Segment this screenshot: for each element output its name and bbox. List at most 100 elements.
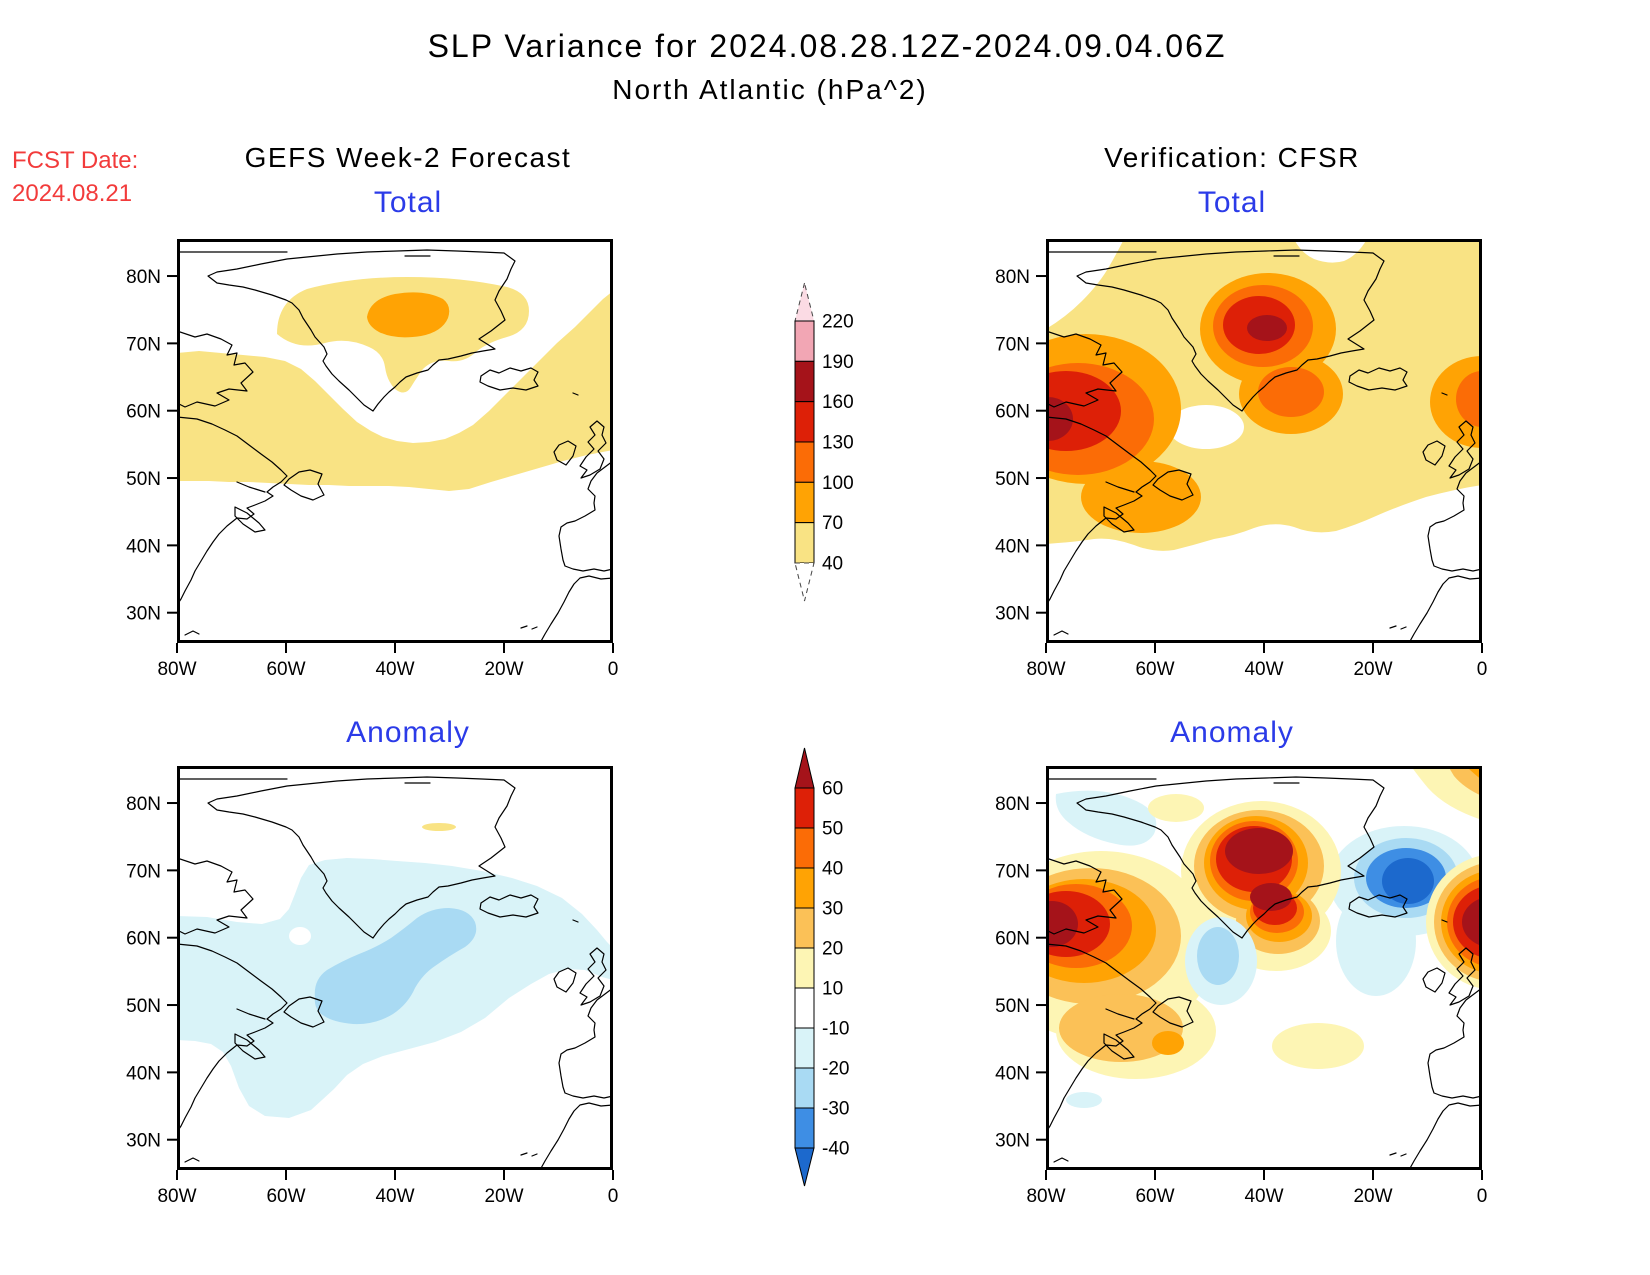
map-svg-gefs_anomaly: 80N 70N 60N 50N 40N 30N 80W 60W 40W 20W 0 <box>126 766 618 1207</box>
colorbar-segment <box>794 787 815 829</box>
colorbar-segment <box>794 320 815 362</box>
coastline <box>479 894 539 918</box>
colorbar-label: -30 <box>822 1099 849 1120</box>
lon-tick-label: 40W <box>375 659 414 680</box>
coastline <box>539 1102 613 1170</box>
lon-tick-label: 60W <box>1135 1186 1174 1207</box>
map-panel-cfsr-anomaly: 80N 70N 60N 50N 40N 30N 80W 60W 40W 20W 0 <box>995 766 1487 1207</box>
lat-tick-label: 30N <box>126 604 161 625</box>
panel-subtitle-gefs-anomaly: Anomaly <box>346 716 470 749</box>
lat-tick-label: 70N <box>995 861 1030 882</box>
contour-fills <box>177 776 613 1170</box>
coastline <box>1103 506 1135 533</box>
colorbar-label: 130 <box>822 432 854 453</box>
coastline <box>207 776 516 939</box>
coastline <box>1046 416 1157 606</box>
colorbar-svg-anomaly: 60 50 40 30 20 10 -10 -20 -30 -40 <box>794 747 849 1187</box>
colorbar-segment <box>794 907 815 949</box>
colorbar-label: 160 <box>822 392 854 413</box>
coastline <box>1076 249 1385 412</box>
lat-tick-label: 80N <box>995 794 1030 815</box>
lon-tick-label: 20W <box>484 1186 523 1207</box>
colorbar-label: 30 <box>822 899 843 920</box>
panel-subtitle-cfsr-total: Total <box>1197 186 1267 219</box>
colorbar-label: 60 <box>822 779 843 800</box>
coastline <box>572 919 579 923</box>
coastline <box>1389 625 1407 630</box>
coastline <box>184 1157 200 1163</box>
coastline <box>1105 1008 1135 1020</box>
colorbar-label: 50 <box>822 819 843 840</box>
coastline <box>1389 1152 1407 1157</box>
lat-tick-label: 70N <box>995 334 1030 355</box>
colorbar-segment <box>794 481 815 524</box>
coastline <box>553 967 577 993</box>
forecast-date-label: FCST Date: <box>12 147 139 174</box>
column-header-forecast: GEFS Week-2 Forecast <box>244 142 572 173</box>
coastline <box>283 469 325 501</box>
colorbar-label: 220 <box>822 311 854 332</box>
lat-tick-label: 60N <box>995 402 1030 423</box>
coastline <box>1422 967 1446 993</box>
lon-tick-label: 0 <box>608 1186 619 1207</box>
lat-tick-label: 80N <box>126 794 161 815</box>
coastline <box>1408 1102 1482 1170</box>
colorbar-segment <box>794 401 815 443</box>
coastline <box>1441 919 1448 923</box>
colorbar-segment <box>794 1067 815 1109</box>
map-frame <box>177 766 613 1170</box>
lon-tick-label: 80W <box>1026 659 1065 680</box>
lat-tick-label: 70N <box>126 334 161 355</box>
coastline <box>1422 440 1446 466</box>
figure-subtitle: North Atlantic (hPa^2) <box>612 74 928 105</box>
lat-tick-label: 80N <box>995 267 1030 288</box>
colorbar-label: 100 <box>822 473 854 494</box>
colorbar-svg-total: 220 190 160 130 100 70 40 <box>794 282 854 602</box>
lon-tick-label: 80W <box>157 659 196 680</box>
lat-tick-label: 30N <box>995 1131 1030 1152</box>
map-panel-gefs-anomaly: 80N 70N 60N 50N 40N 30N 80W 60W 40W 20W 0 <box>126 766 618 1207</box>
lat-tick-label: 30N <box>126 1131 161 1152</box>
lat-tick-label: 40N <box>995 1063 1030 1084</box>
coastline <box>1348 367 1408 391</box>
lat-tick-label: 60N <box>995 929 1030 950</box>
colorbar-label: 40 <box>822 553 843 574</box>
colorbar-label: 40 <box>822 859 843 880</box>
coastline <box>539 575 613 643</box>
lat-tick-label: 30N <box>995 604 1030 625</box>
colorbar-extend-above <box>794 747 815 789</box>
colorbar-extend-above <box>794 282 815 322</box>
colorbar-segment <box>794 1107 815 1149</box>
map-svg-cfsr_total: 80N 70N 60N 50N 40N 30N 80W 60W 40W 20W 0 <box>995 239 1487 680</box>
lon-tick-label: 60W <box>266 1186 305 1207</box>
contour-fills <box>1046 239 1482 643</box>
lon-tick-label: 40W <box>1244 1186 1283 1207</box>
colorbar-segment <box>794 867 815 909</box>
coastline <box>1448 947 1476 1006</box>
lon-tick-label: 20W <box>1353 659 1392 680</box>
lat-tick-label: 80N <box>126 267 161 288</box>
coastline <box>1105 481 1135 493</box>
map-frame <box>177 239 613 643</box>
coastline <box>283 996 325 1028</box>
coastline <box>1152 469 1194 501</box>
coastline <box>1076 776 1385 939</box>
map-svg-gefs_total: 80N 70N 60N 50N 40N 30N 80W 60W 40W 20W 0 <box>126 239 618 680</box>
coastline <box>558 987 613 1099</box>
colorbar-segment <box>794 947 815 989</box>
coastline <box>1046 330 1123 408</box>
coastline <box>1053 630 1069 636</box>
colorbar-extend-below <box>794 562 815 602</box>
colorbar-label: -40 <box>822 1139 849 1160</box>
lat-tick-label: 40N <box>126 536 161 557</box>
lon-tick-label: 0 <box>1477 1186 1488 1207</box>
coastline <box>1046 943 1157 1133</box>
colorbar-segment <box>794 1027 815 1069</box>
lat-tick-label: 40N <box>995 536 1030 557</box>
coastline <box>572 392 579 396</box>
colorbar-label: 20 <box>822 939 843 960</box>
coastline <box>1103 1033 1135 1060</box>
coastline <box>184 630 200 636</box>
lon-tick-label: 0 <box>1477 659 1488 680</box>
